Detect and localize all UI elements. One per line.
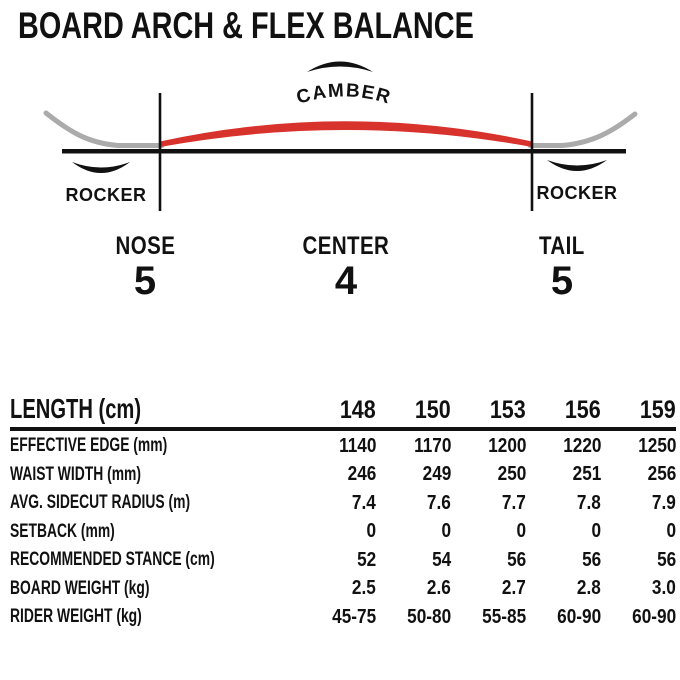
size-column-header: 153 (490, 395, 526, 424)
row-value: 2.6 (427, 577, 451, 600)
rocker-arc-icon-right (547, 160, 607, 171)
table-row: AVG. SIDECUT RADIUS (m) 7.4 7.6 7.7 7.8 … (10, 489, 676, 518)
row-value: 7.4 (352, 491, 376, 514)
camber-arc-icon (307, 61, 373, 72)
size-column-header: 150 (415, 395, 451, 424)
row-value: 56 (581, 548, 601, 571)
row-value: 0 (516, 520, 526, 543)
rocker-label-left: ROCKER (65, 185, 146, 205)
row-value: 2.5 (352, 577, 376, 600)
row-value: 0 (591, 520, 601, 543)
table-row: RECOMMENDED STANCE (cm) 52 54 56 56 56 (10, 546, 676, 575)
row-label: RECOMMENDED STANCE (cm) (10, 549, 215, 571)
row-label: SETBACK (mm) (10, 520, 115, 542)
row-label: EFFECTIVE EDGE (mm) (10, 435, 168, 457)
size-column-header: 156 (565, 395, 601, 424)
row-value: 55-85 (482, 605, 526, 628)
rocker-arc-icon-left (72, 162, 130, 173)
length-header: LENGTH (cm) (10, 392, 142, 424)
row-value: 7.8 (577, 491, 601, 514)
section-divider-left (158, 93, 162, 211)
flex-section-value: 5 (550, 259, 574, 303)
row-value: 1140 (338, 434, 376, 457)
row-value: 56 (506, 548, 526, 571)
table-row: RIDER WEIGHT (kg) 45-75 50-80 55-85 60-9… (10, 603, 676, 632)
row-label: WAIST WIDTH (mm) (10, 463, 141, 485)
table-header-divider (10, 427, 676, 431)
camber-label: CAMBER (294, 80, 394, 108)
spec-table-body: EFFECTIVE EDGE (mm) 1140 1170 1200 1220 … (10, 432, 676, 632)
flex-section-center: CENTER 4 (271, 232, 421, 303)
row-value: 1250 (637, 434, 676, 457)
row-value: 1220 (562, 434, 601, 457)
row-value: 3.0 (652, 577, 676, 600)
row-label: AVG. SIDECUT RADIUS (m) (10, 492, 191, 514)
page-title: BOARD ARCH & FLEX BALANCE (18, 5, 474, 46)
table-row: EFFECTIVE EDGE (mm) 1140 1170 1200 1220 … (10, 432, 676, 461)
rocker-curve-right (527, 111, 638, 148)
board-baseline (62, 149, 626, 154)
row-value: 60-90 (557, 605, 601, 628)
row-value: 7.9 (652, 491, 676, 514)
row-value: 60-90 (632, 605, 676, 628)
row-value: 246 (347, 463, 376, 486)
rocker-label-right: ROCKER (536, 183, 617, 203)
spec-table: LENGTH (cm) 148 150 153 156 159 EFFECTIV… (10, 393, 676, 632)
row-value: 2.8 (577, 577, 601, 600)
table-row: SETBACK (mm) 0 0 0 0 0 (10, 518, 676, 547)
flex-section-value: 4 (334, 259, 358, 303)
flex-section-name: NOSE (115, 232, 175, 260)
row-value: 7.6 (427, 491, 451, 514)
section-divider-right (530, 93, 534, 211)
row-value: 0 (666, 520, 676, 543)
row-value: 45-75 (332, 605, 376, 628)
row-value: 256 (647, 463, 676, 486)
row-value: 54 (431, 548, 451, 571)
flex-section-name: CENTER (302, 232, 390, 260)
row-label: RIDER WEIGHT (kg) (10, 606, 142, 628)
row-value: 56 (656, 548, 676, 571)
row-value: 251 (572, 463, 601, 486)
row-label: BOARD WEIGHT (kg) (10, 577, 150, 599)
spec-table-header-row: LENGTH (cm) 148 150 153 156 159 (10, 393, 676, 423)
row-value: 52 (356, 548, 376, 571)
size-column-header: 159 (640, 395, 676, 424)
board-profile-diagram: CAMBER ROCKER ROCKER (43, 61, 638, 211)
row-value: 1200 (487, 434, 526, 457)
camber-curve (160, 121, 532, 147)
row-value: 2.7 (502, 577, 526, 600)
row-value: 50-80 (407, 605, 451, 628)
flex-section-tail: TAIL 5 (487, 232, 637, 303)
flex-section-nose: NOSE 5 (70, 232, 220, 303)
row-value: 250 (497, 463, 526, 486)
flex-section-value: 5 (133, 259, 157, 303)
row-value: 249 (422, 463, 451, 486)
table-row: BOARD WEIGHT (kg) 2.5 2.6 2.7 2.8 3.0 (10, 575, 676, 604)
row-value: 1170 (413, 434, 451, 457)
flex-section-name: TAIL (539, 232, 585, 260)
table-row: WAIST WIDTH (mm) 246 249 250 251 256 (10, 461, 676, 490)
rocker-curve-left (43, 110, 165, 148)
row-value: 0 (441, 520, 451, 543)
row-value: 0 (366, 520, 376, 543)
size-column-header: 148 (340, 395, 376, 424)
row-value: 7.7 (502, 491, 526, 514)
